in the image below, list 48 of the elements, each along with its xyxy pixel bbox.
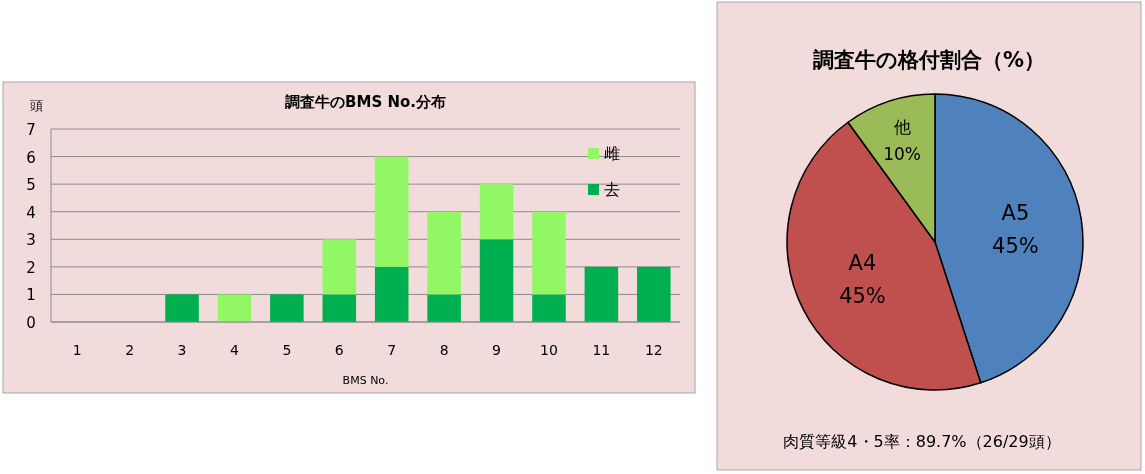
bar bbox=[479, 239, 514, 322]
bar bbox=[217, 294, 252, 322]
legend-label: 去 bbox=[604, 180, 620, 199]
slice-label: A5 bbox=[1001, 201, 1030, 226]
x-tick-label: 2 bbox=[125, 342, 135, 358]
legend-label: 雌 bbox=[604, 144, 620, 163]
bar bbox=[479, 184, 514, 240]
data-label: 10% bbox=[883, 143, 921, 164]
bar bbox=[322, 294, 357, 322]
x-tick-label: 4 bbox=[230, 342, 239, 358]
x-tick-label: 9 bbox=[492, 342, 501, 358]
x-tick-label: 5 bbox=[282, 342, 292, 358]
bar bbox=[427, 294, 461, 322]
x-tick-label: 1 bbox=[72, 342, 82, 358]
bar bbox=[322, 239, 357, 295]
x-axis-title: BMS No. bbox=[342, 374, 389, 387]
y-tick-label: 0 bbox=[26, 314, 36, 332]
bar bbox=[637, 266, 671, 322]
y-tick-label: 2 bbox=[26, 258, 36, 277]
slice-label: 他 bbox=[893, 117, 911, 138]
bar bbox=[270, 294, 304, 322]
chart-title: 調査牛の格付割合（%） bbox=[812, 48, 1046, 72]
slice-label: A4 bbox=[848, 251, 877, 276]
y-tick-label: 5 bbox=[26, 176, 36, 195]
x-tick-label: 7 bbox=[387, 342, 397, 358]
bar bbox=[532, 211, 566, 295]
y-tick-label: 3 bbox=[26, 231, 36, 250]
bar bbox=[374, 266, 409, 322]
x-tick-label: 3 bbox=[177, 342, 187, 358]
x-tick-label: 6 bbox=[334, 342, 344, 358]
text: 肉質等級4・5率：89.7%（26/29頭） bbox=[783, 432, 1061, 451]
y-tick-label: 6 bbox=[26, 148, 36, 167]
bar bbox=[374, 156, 409, 267]
chart-title: 調査牛のBMS No.分布 bbox=[285, 93, 446, 111]
x-tick-label: 11 bbox=[592, 342, 611, 358]
bar bbox=[427, 211, 461, 295]
bar bbox=[532, 294, 566, 322]
bar bbox=[584, 266, 619, 322]
x-tick-label: 10 bbox=[540, 342, 558, 358]
x-tick-label: 12 bbox=[644, 342, 663, 358]
y-axis-title: 頭 bbox=[29, 98, 43, 113]
y-tick-label: 4 bbox=[26, 203, 36, 222]
data-label: 45% bbox=[839, 283, 886, 308]
y-tick-label: 7 bbox=[26, 121, 36, 139]
data-label: 45% bbox=[992, 233, 1039, 258]
bar bbox=[165, 294, 199, 322]
x-tick-label: 8 bbox=[439, 342, 449, 358]
y-tick-label: 1 bbox=[26, 286, 36, 305]
